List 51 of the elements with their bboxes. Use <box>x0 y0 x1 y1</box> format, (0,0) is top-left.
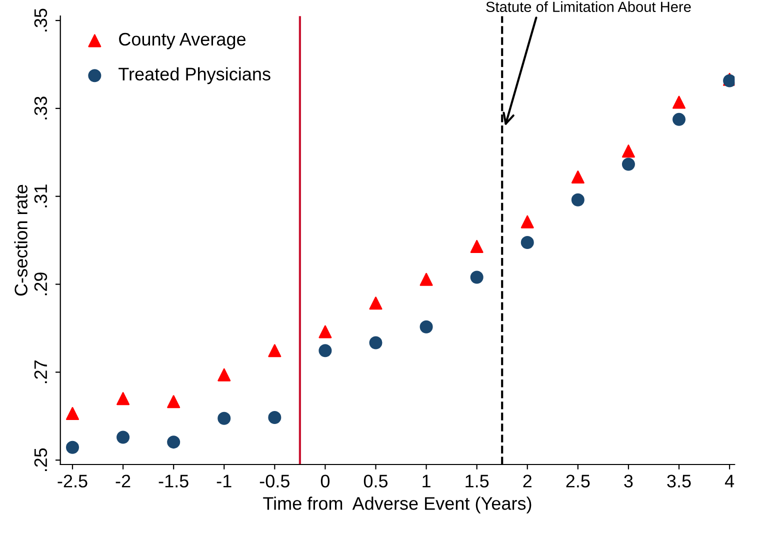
point <box>520 215 534 228</box>
point <box>268 410 282 424</box>
x-tick-label: 1 <box>422 474 430 488</box>
x-tick-label: -2.5 <box>58 474 88 488</box>
y-tick-label: .33 <box>34 96 48 120</box>
x-tick-label: 0 <box>320 474 330 488</box>
point <box>318 344 332 358</box>
x-tick-label: 3 <box>624 474 633 488</box>
x-tick-label: 2 <box>523 474 532 488</box>
point <box>66 440 80 454</box>
legend-label: County Average <box>119 32 246 50</box>
x-tick-label: -1 <box>216 474 232 488</box>
x-tick-label: 2.5 <box>566 474 590 488</box>
point <box>420 272 433 286</box>
point <box>470 240 484 253</box>
point <box>520 236 534 250</box>
x-axis-title: Time from Adverse Event (Years) <box>263 496 532 514</box>
point <box>218 412 231 425</box>
point <box>167 436 180 449</box>
point <box>622 144 635 158</box>
x-tick-label: 0.5 <box>364 474 388 488</box>
point <box>369 296 382 310</box>
y-tick-label: .31 <box>34 184 48 208</box>
point <box>470 270 484 284</box>
point <box>167 395 180 408</box>
legend-label: Treated Physicians <box>118 67 270 84</box>
x-tick-label: 1.5 <box>466 474 489 488</box>
point <box>116 392 130 406</box>
point <box>218 368 231 382</box>
point <box>672 112 686 126</box>
y-axis-title: C-section rate <box>14 184 28 296</box>
x-tick-label: -0.5 <box>260 474 290 488</box>
point <box>268 344 282 358</box>
x-tick-label: 4 <box>724 474 734 488</box>
x-tick-label: -1.5 <box>158 474 188 488</box>
x-tick-label: -2 <box>116 474 130 488</box>
point <box>369 336 382 350</box>
point <box>672 96 686 109</box>
y-tick-label: .27 <box>34 360 47 384</box>
y-tick-label: .25 <box>34 448 48 472</box>
point <box>318 325 332 338</box>
point <box>622 158 635 171</box>
point <box>66 407 80 420</box>
y-tick-label: .29 <box>34 272 48 296</box>
point <box>571 170 584 184</box>
annotation: Statute of Limitation About Here <box>486 1 691 12</box>
point <box>420 320 433 334</box>
y-tick-label: .35 <box>34 8 48 32</box>
point <box>116 430 130 444</box>
point <box>571 193 584 206</box>
x-tick-label: 3.5 <box>667 474 691 488</box>
